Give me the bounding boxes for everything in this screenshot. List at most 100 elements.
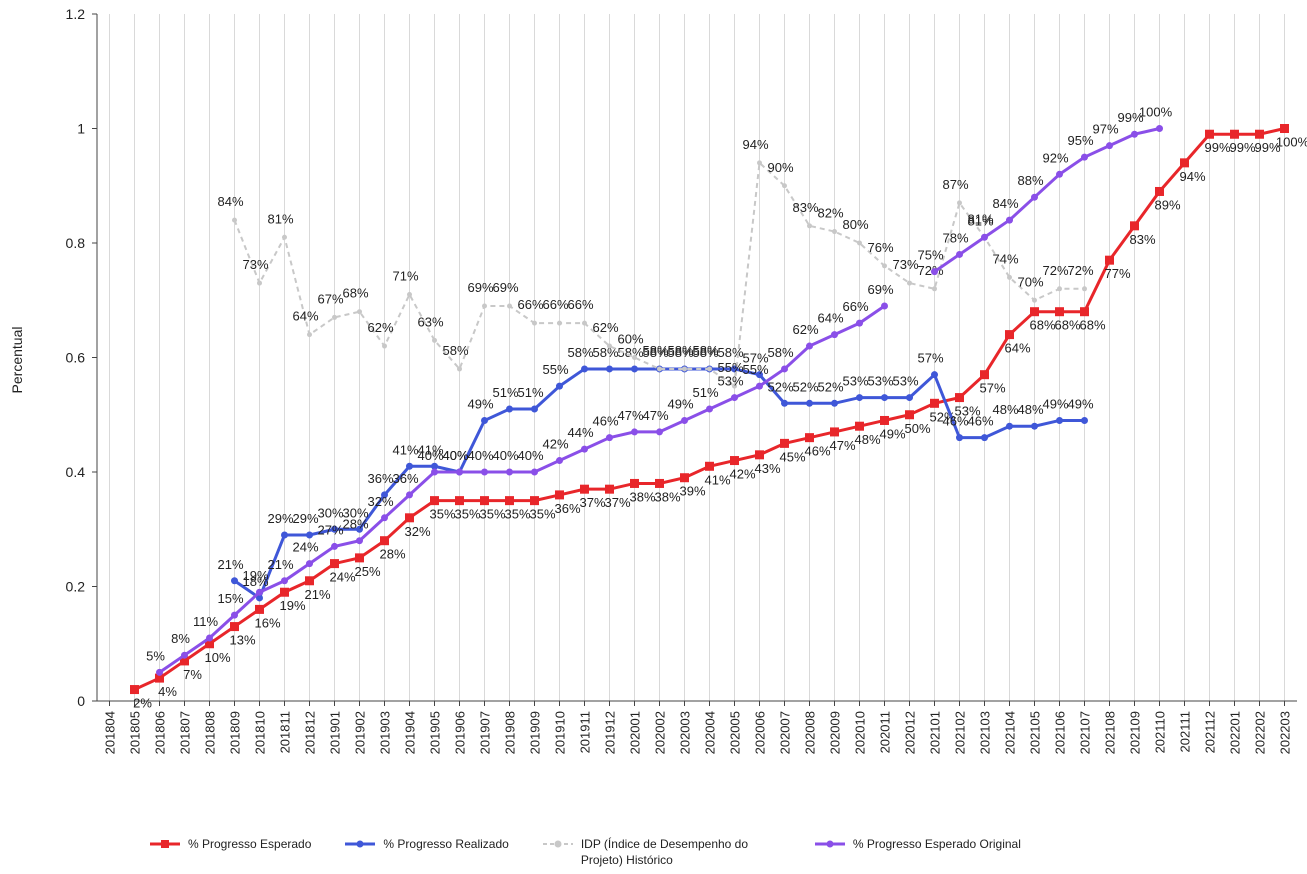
data-label: 81% bbox=[267, 211, 293, 226]
data-label: 81% bbox=[967, 211, 993, 226]
marker bbox=[856, 319, 863, 327]
data-label: 84% bbox=[992, 196, 1018, 211]
data-label: 53% bbox=[842, 374, 868, 389]
data-label: 58% bbox=[617, 345, 643, 360]
marker bbox=[280, 587, 289, 597]
marker bbox=[255, 604, 264, 614]
data-label: 58% bbox=[642, 345, 668, 360]
data-label: 69% bbox=[467, 280, 493, 295]
marker bbox=[532, 320, 537, 326]
data-label: 73% bbox=[892, 257, 918, 272]
data-label: 49% bbox=[879, 426, 905, 441]
marker bbox=[931, 268, 938, 276]
marker bbox=[232, 217, 237, 223]
data-label: 32% bbox=[404, 524, 430, 539]
data-label: 77% bbox=[1104, 266, 1130, 281]
marker bbox=[356, 525, 363, 533]
marker bbox=[707, 366, 712, 372]
x-tick-label: 201809 bbox=[228, 711, 243, 754]
data-label: 24% bbox=[292, 540, 318, 555]
data-label: 57% bbox=[917, 351, 943, 366]
data-label: 58% bbox=[692, 343, 718, 358]
data-label: 53% bbox=[867, 374, 893, 389]
data-label: 94% bbox=[742, 137, 768, 152]
x-tick-label: 202005 bbox=[728, 711, 743, 754]
x-tick-label: 202012 bbox=[903, 711, 918, 754]
data-label: 69% bbox=[867, 282, 893, 297]
x-tick-label: 202203 bbox=[1278, 711, 1293, 754]
data-label: 87% bbox=[942, 177, 968, 192]
marker bbox=[632, 355, 637, 360]
y-tick-label: 0.6 bbox=[66, 350, 86, 366]
marker bbox=[832, 229, 837, 235]
data-label: 40% bbox=[492, 448, 518, 463]
legend-item: IDP (Índice de Desempenho do Projeto) Hi… bbox=[542, 836, 781, 868]
data-label: 45% bbox=[779, 449, 805, 464]
data-label: 99% bbox=[1254, 140, 1280, 155]
data-label: 49% bbox=[667, 396, 693, 411]
marker bbox=[780, 438, 789, 448]
data-label: 52% bbox=[767, 379, 793, 394]
marker bbox=[405, 513, 414, 523]
marker bbox=[180, 656, 189, 666]
data-label: 68% bbox=[1079, 318, 1105, 333]
marker bbox=[1031, 193, 1038, 201]
marker bbox=[231, 577, 238, 585]
x-tick-label: 201908 bbox=[503, 711, 518, 754]
data-label: 58% bbox=[642, 343, 668, 358]
data-label: 58% bbox=[592, 345, 618, 360]
data-label: 49% bbox=[1042, 396, 1068, 411]
marker bbox=[305, 576, 314, 586]
data-label: 48% bbox=[1017, 402, 1043, 417]
data-label: 58% bbox=[667, 343, 693, 358]
x-tick-label: 202111 bbox=[1178, 711, 1193, 752]
data-label: 78% bbox=[942, 230, 968, 245]
x-tick-label: 202003 bbox=[678, 711, 693, 754]
data-label: 38% bbox=[629, 489, 655, 504]
marker bbox=[881, 394, 888, 402]
marker bbox=[805, 433, 814, 443]
data-label: 58% bbox=[667, 345, 693, 360]
x-tick-label: 201911 bbox=[578, 711, 593, 753]
data-label: 80% bbox=[842, 217, 868, 232]
data-label: 2% bbox=[133, 696, 152, 711]
marker bbox=[756, 382, 763, 390]
legend-swatch bbox=[542, 840, 573, 848]
marker bbox=[755, 450, 764, 460]
marker bbox=[331, 542, 338, 550]
data-label: 4% bbox=[158, 684, 177, 699]
data-label: 15% bbox=[217, 591, 243, 606]
data-label: 35% bbox=[529, 507, 555, 522]
marker bbox=[506, 405, 513, 413]
marker bbox=[130, 685, 139, 695]
data-label: 7% bbox=[183, 667, 202, 682]
marker bbox=[256, 588, 263, 596]
marker bbox=[256, 594, 263, 602]
marker bbox=[581, 445, 588, 453]
data-label: 66% bbox=[842, 299, 868, 314]
marker bbox=[931, 371, 938, 379]
marker bbox=[1055, 307, 1064, 317]
data-label: 42% bbox=[729, 467, 755, 482]
marker bbox=[981, 434, 988, 442]
data-label: 63% bbox=[417, 314, 443, 329]
legend-label: % Progresso Realizado bbox=[383, 837, 509, 851]
legend-swatch bbox=[345, 840, 376, 848]
legend-label: IDP (Índice de Desempenho do Projeto) Hi… bbox=[580, 837, 749, 867]
marker bbox=[581, 365, 588, 373]
data-label: 82% bbox=[817, 206, 843, 221]
marker bbox=[1031, 422, 1038, 430]
marker bbox=[806, 342, 813, 350]
marker bbox=[1007, 274, 1012, 280]
marker bbox=[231, 611, 238, 619]
marker bbox=[906, 394, 913, 402]
data-label: 40% bbox=[442, 448, 468, 463]
data-label: 43% bbox=[754, 461, 780, 476]
x-tick-label: 202007 bbox=[778, 711, 793, 754]
data-label: 51% bbox=[517, 385, 543, 400]
data-label: 58% bbox=[767, 345, 793, 360]
marker bbox=[932, 286, 937, 292]
data-label: 57% bbox=[742, 351, 768, 366]
marker bbox=[1230, 129, 1239, 139]
x-tick-label: 201905 bbox=[428, 711, 443, 754]
